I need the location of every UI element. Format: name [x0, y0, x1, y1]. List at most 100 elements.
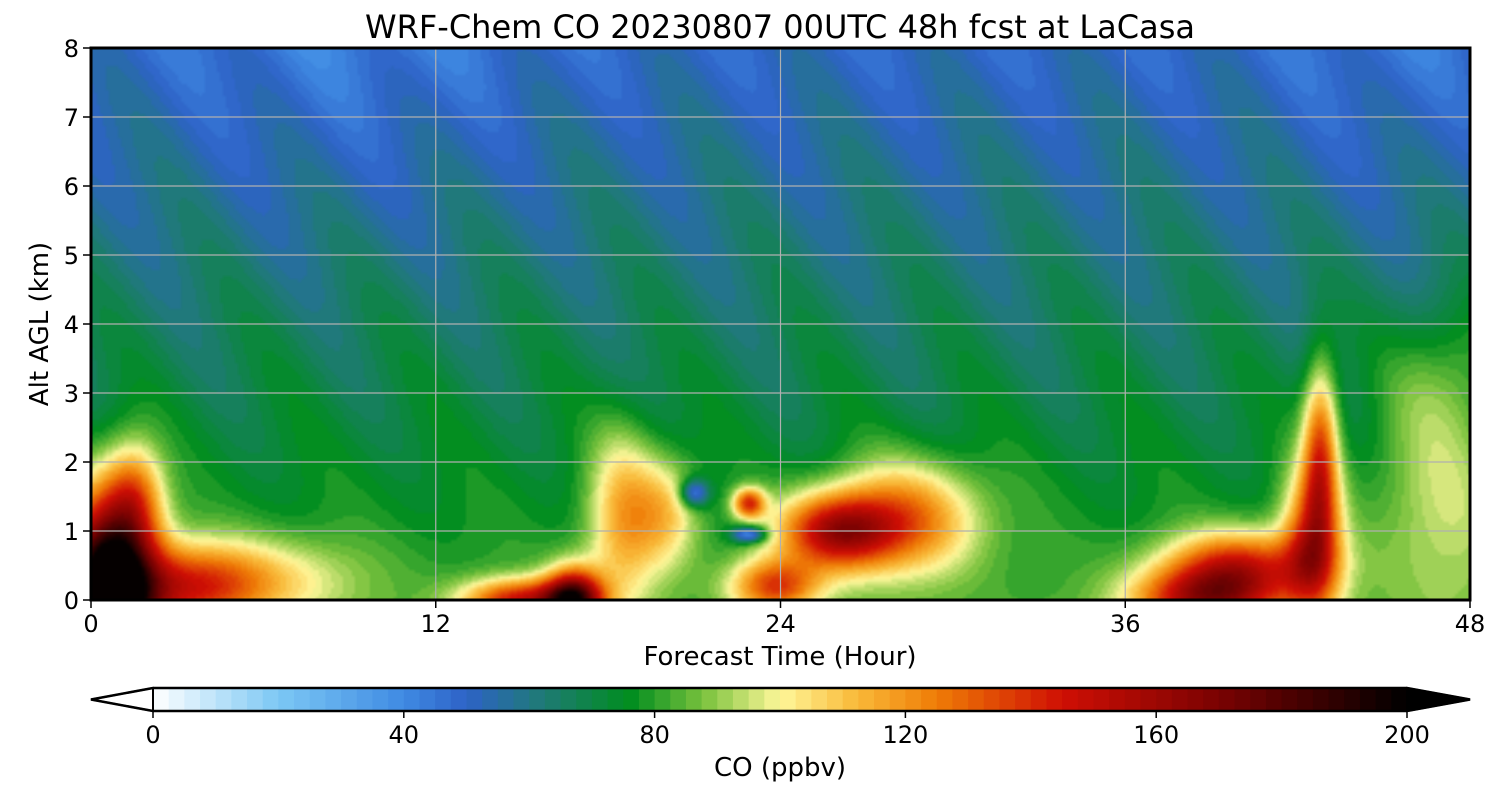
colorbar-levels	[153, 688, 1408, 711]
x-tick-label: 48	[1455, 610, 1486, 638]
colorbar-level	[827, 688, 844, 711]
colorbar-tick-label: 80	[639, 721, 670, 749]
colorbar-level	[1030, 688, 1048, 711]
colorbar-level	[905, 688, 922, 711]
colorbar-level	[780, 688, 797, 711]
colorbar-level	[1265, 688, 1283, 711]
colorbar-level	[717, 688, 734, 711]
chart-title: WRF-Chem CO 20230807 00UTC 48h fcst at L…	[365, 8, 1195, 46]
colorbar-level	[262, 688, 279, 711]
colorbar-level	[482, 688, 499, 711]
colorbar-level	[1124, 688, 1142, 711]
colorbar-level	[1140, 688, 1157, 711]
colorbar-level	[1203, 688, 1220, 711]
colorbar-level	[874, 688, 891, 711]
colorbar-level	[356, 688, 374, 711]
y-tick-label: 3	[64, 380, 79, 408]
y-tick-label: 4	[64, 311, 79, 339]
y-tick-label: 2	[64, 449, 79, 477]
colorbar-level	[1015, 688, 1032, 711]
colorbar-level	[591, 688, 609, 711]
y-axis: 0 1 2 3 4 5 6 7 8	[64, 35, 91, 615]
colorbar-level	[200, 688, 217, 711]
x-tick-label: 0	[83, 610, 98, 638]
colorbar-tick-label: 40	[389, 721, 420, 749]
colorbar-level	[795, 688, 812, 711]
y-axis-label: Alt AGL (km)	[25, 242, 55, 406]
colorbar-level	[1312, 688, 1330, 711]
colorbar-level	[372, 688, 389, 711]
colorbar-level	[294, 688, 311, 711]
colorbar-level	[466, 688, 483, 711]
colorbar-tick-label: 160	[1133, 721, 1179, 749]
colorbar-level	[403, 688, 421, 711]
colorbar-level	[450, 688, 468, 711]
colorbar-level	[654, 688, 671, 711]
colorbar-level	[278, 688, 295, 711]
colorbar-tick-label: 120	[882, 721, 928, 749]
colorbar-level	[968, 688, 985, 711]
colorbar-level	[1093, 688, 1110, 711]
colorbar-level	[607, 688, 624, 711]
x-tick-label: 36	[1110, 610, 1141, 638]
colorbar-level	[952, 688, 969, 711]
colorbar-level	[921, 688, 938, 711]
colorbar-level	[560, 688, 577, 711]
colorbar-level	[341, 688, 358, 711]
colorbar-level	[670, 688, 687, 711]
colorbar-level	[936, 688, 954, 711]
colorbar-level	[497, 688, 515, 711]
colorbar-level	[231, 688, 248, 711]
colorbar-level	[184, 688, 201, 711]
colorbar-level	[325, 688, 342, 711]
colorbar-tick-label: 200	[1384, 721, 1430, 749]
colorbar-level	[858, 688, 875, 711]
x-tick-label: 24	[765, 610, 796, 638]
y-tick-label: 5	[64, 242, 79, 270]
x-tick-label: 12	[420, 610, 451, 638]
grid-lines	[91, 48, 1470, 600]
colorbar-level	[1391, 688, 1408, 711]
colorbar-level	[1297, 688, 1314, 711]
colorbar-level	[1218, 688, 1236, 711]
colorbar-level	[1375, 688, 1392, 711]
colorbar-level	[168, 688, 185, 711]
colorbar-level	[529, 688, 546, 711]
x-axis-label: Forecast Time (Hour)	[643, 642, 916, 672]
colorbar-level	[153, 688, 170, 711]
colorbar-level	[419, 688, 436, 711]
colorbar-level	[388, 688, 405, 711]
colorbar-level	[1234, 688, 1251, 711]
colorbar-level	[1281, 688, 1298, 711]
colorbar-level	[544, 688, 562, 711]
colorbar-level	[1046, 688, 1063, 711]
y-tick-label: 8	[64, 35, 79, 63]
y-tick-label: 6	[64, 173, 79, 201]
colorbar-level	[1328, 688, 1345, 711]
colorbar-level	[1250, 688, 1267, 711]
y-tick-label: 0	[64, 587, 79, 615]
colorbar-level	[685, 688, 703, 711]
colorbar-low-extension	[90, 686, 154, 713]
colorbar: 0 40 80 120 160 200 CO (ppbv)	[90, 686, 1471, 783]
colorbar-ticks: 0 40 80 120 160 200	[145, 711, 1430, 749]
colorbar-level	[1077, 688, 1095, 711]
colorbar-level	[513, 688, 530, 711]
colorbar-level	[309, 688, 327, 711]
colorbar-high-extension	[1406, 686, 1471, 713]
colorbar-level	[1359, 688, 1377, 711]
colorbar-level	[1109, 688, 1126, 711]
colorbar-level	[623, 688, 640, 711]
colorbar-level	[1171, 688, 1189, 711]
colorbar-level	[1062, 688, 1079, 711]
y-tick-label: 7	[64, 104, 79, 132]
colorbar-level	[215, 688, 232, 711]
colorbar-label: CO (ppbv)	[714, 753, 846, 783]
colorbar-level	[732, 688, 750, 711]
x-axis: 0 12 24 36 48	[83, 600, 1485, 638]
colorbar-level	[842, 688, 859, 711]
y-tick-label: 1	[64, 518, 79, 546]
